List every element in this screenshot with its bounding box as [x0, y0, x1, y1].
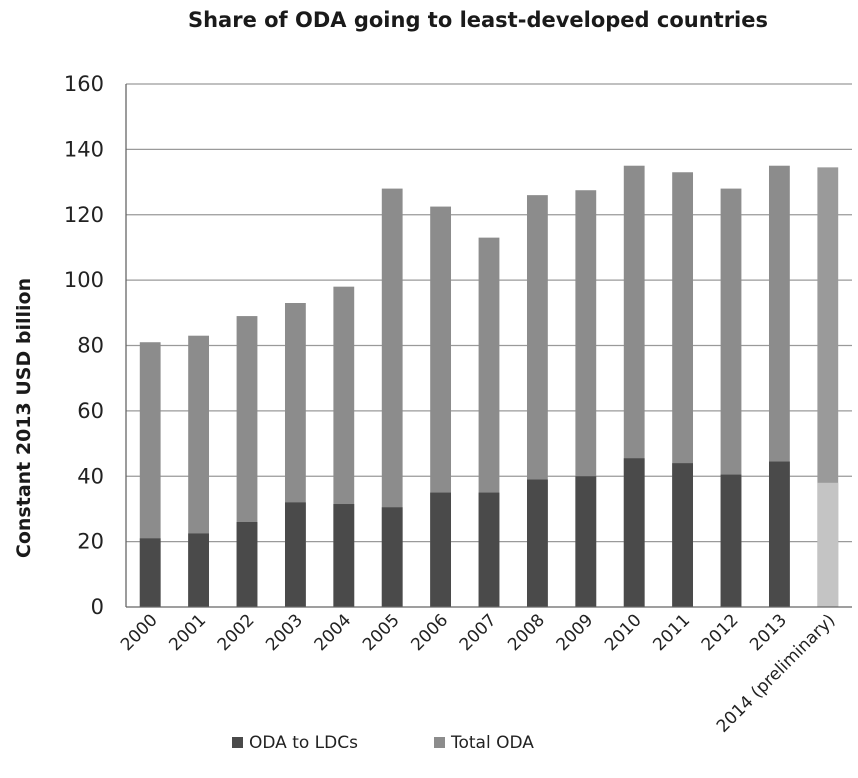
x-tick-label-2000: 2000 — [117, 610, 162, 655]
bar-oda-to-ldcs-2010 — [623, 458, 645, 607]
bars — [139, 165, 839, 607]
legend-swatch-oda-to-ldcs — [232, 737, 243, 748]
bar-oda-to-ldcs-2011 — [672, 463, 694, 607]
x-tick-label-2011: 2011 — [649, 610, 694, 655]
x-tick-label-2003: 2003 — [262, 610, 307, 655]
bar-total-oda-2005 — [381, 188, 403, 607]
y-tick-label-60: 60 — [77, 399, 104, 423]
y-tick-label-40: 40 — [77, 464, 104, 488]
legend-label-oda-to-ldcs: ODA to LDCs — [249, 733, 358, 753]
bar-oda-to-ldcs-2008 — [526, 479, 548, 607]
x-tick-labels: 2000 2001 2002 2003 2004 2005 2006 2007 2008 2009… — [117, 610, 839, 736]
bar-oda-to-ldcs-2005 — [381, 507, 403, 607]
y-tick-label-0: 0 — [91, 595, 104, 619]
y-tick-label-20: 20 — [77, 530, 104, 554]
x-tick-label-2009: 2009 — [553, 610, 598, 655]
x-tick-label-2005: 2005 — [359, 610, 404, 655]
legend-label-total-oda: Total ODA — [450, 733, 534, 753]
bar-oda-to-ldcs-2002 — [236, 522, 258, 607]
bar-oda-to-ldcs-2006 — [430, 492, 452, 607]
y-tick-label-160: 160 — [64, 72, 104, 96]
bar-oda-to-ldcs-2003 — [284, 502, 306, 607]
bar-oda-to-ldcs-2013 — [768, 461, 790, 607]
bar-oda-to-ldcs-2014-preliminary — [817, 482, 839, 607]
legend-swatch-total-oda — [434, 737, 445, 748]
bar-oda-to-ldcs-2004 — [333, 504, 355, 607]
x-tick-label-2002: 2002 — [214, 610, 259, 655]
bar-oda-to-ldcs-2000 — [139, 538, 161, 607]
y-axis-label: Constant 2013 USD billion — [13, 278, 35, 558]
y-tick-label-120: 120 — [64, 203, 104, 227]
bar-oda-to-ldcs-2007 — [478, 492, 500, 607]
x-tick-label-2012: 2012 — [698, 610, 743, 655]
x-tick-label-2010: 2010 — [601, 610, 646, 655]
y-tick-label-140: 140 — [64, 137, 104, 161]
x-tick-label-2001: 2001 — [165, 610, 210, 655]
axes — [125, 84, 852, 608]
x-tick-label-2006: 2006 — [407, 610, 452, 655]
y-tick-label-100: 100 — [64, 268, 104, 292]
x-tick-label-2008: 2008 — [504, 610, 549, 655]
x-tick-label-2007: 2007 — [456, 610, 501, 655]
x-tick-label-2004: 2004 — [311, 610, 356, 655]
bar-oda-to-ldcs-2001 — [188, 533, 210, 607]
y-tick-labels: 0 20 40 60 80 100 120 140 160 — [64, 72, 104, 619]
chart-title: Share of ODA going to least-developed co… — [188, 8, 768, 32]
bar-oda-to-ldcs-2009 — [575, 476, 597, 607]
legend: ODA to LDCs Total ODA — [232, 733, 534, 753]
bar-oda-to-ldcs-2012 — [720, 474, 742, 607]
y-tick-label-80: 80 — [77, 334, 104, 358]
x-tick-label-2013: 2013 — [746, 610, 791, 655]
